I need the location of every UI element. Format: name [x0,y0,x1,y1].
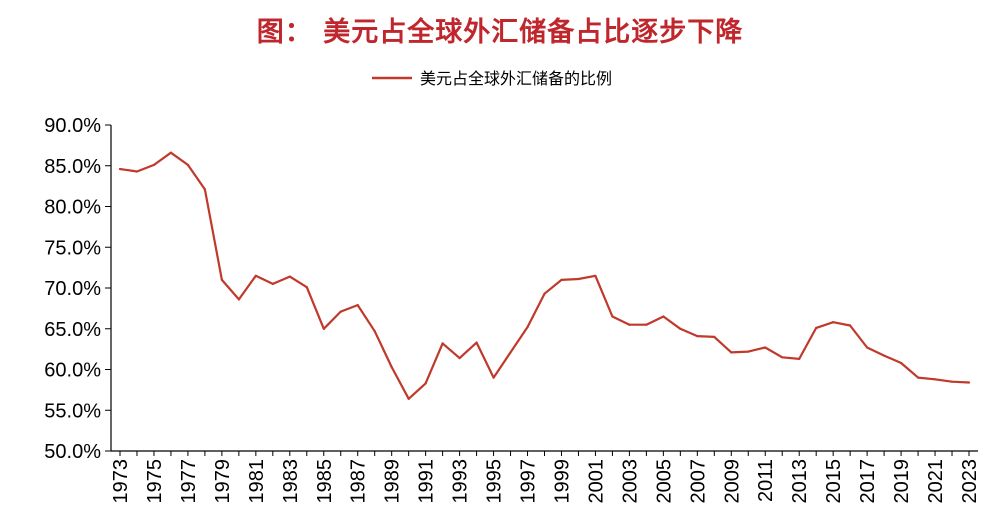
x-tick-label: 2007 [687,459,709,504]
data-point [696,335,699,338]
data-point [458,357,461,360]
data-point [390,366,393,369]
x-tick-label: 1981 [246,459,268,504]
data-point [933,378,937,381]
x-tick-label: 1997 [518,459,540,504]
x-tick-label: 1989 [382,459,404,504]
data-point [271,282,274,285]
data-point [288,275,291,278]
data-point [917,376,920,379]
chart-title: 图： 美元占全球外汇储备占比逐步下降 [256,17,744,48]
x-tick-label: 2011 [755,459,777,502]
data-point [764,346,767,349]
axes [110,125,978,452]
data-point [950,380,954,383]
data-point [135,170,139,173]
x-tick-label: 1993 [450,459,472,504]
x-tick-label: 1979 [212,459,234,504]
y-tick-label: 70.0% [44,278,101,300]
x-tick-label: 2023 [959,459,981,504]
series [118,151,971,400]
x-tick-label: 2021 [925,459,947,504]
y-axis-ticks: 50.0% 55.0% 60.0% 65.0% 70.0% 75.0% 80.0% 85.0%… [44,115,111,463]
data-point [305,286,308,289]
data-point [832,321,835,324]
data-point [254,274,257,277]
data-point [747,350,750,353]
data-point [662,315,665,318]
data-point [543,292,546,295]
legend-label: 美元占全球外汇储备的比例 [420,69,612,88]
y-tick-label: 55.0% [44,400,101,422]
y-tick-label: 85.0% [44,156,101,178]
y-tick-label: 60.0% [44,360,101,382]
x-tick-label: 2001 [585,459,607,504]
data-point [424,382,427,385]
data-point [322,327,325,330]
data-point [186,163,189,166]
data-point [118,167,122,171]
x-tick-label: 2017 [857,459,879,504]
y-tick-label: 50.0% [44,441,101,463]
data-point [781,356,784,359]
data-point [560,278,563,281]
y-tick-label: 75.0% [44,237,101,259]
y-tick-label: 65.0% [44,319,101,341]
y-tick-label: 90.0% [44,115,101,137]
data-point [220,278,223,281]
x-tick-label: 1973 [110,459,132,504]
data-point [356,304,359,307]
data-point [730,351,733,354]
y-tick-label: 80.0% [44,197,101,219]
x-tick-label: 1987 [348,459,370,504]
x-tick-label: 2009 [721,459,743,504]
data-point [900,361,903,365]
x-tick-label: 2003 [619,459,641,504]
x-tick-label: 2005 [653,459,675,504]
data-point [611,315,614,318]
data-point [679,327,682,330]
data-point [407,397,410,400]
data-point [628,323,631,326]
data-point [849,324,852,327]
data-point [815,326,818,329]
data-point [526,326,529,329]
x-tick-label: 2013 [789,459,811,504]
data-point [152,163,156,166]
x-tick-label: 2019 [891,459,913,504]
x-tick-label: 2015 [823,459,845,504]
x-tick-label: 1995 [484,459,506,504]
data-point [237,298,240,301]
data-point [577,277,580,281]
x-tick-label: 1975 [144,459,166,504]
x-tick-label: 1991 [416,459,438,504]
data-point [866,346,869,349]
x-tick-label: 1977 [178,459,200,504]
data-point [339,310,342,313]
x-axis-ticks: 1973 1975 1977 1979 1981 1983 1985 1987 1989 1991… [110,451,981,504]
x-tick-label: 1985 [314,459,336,504]
data-point [441,342,444,345]
data-point [594,274,597,277]
data-point [713,335,716,338]
x-tick-label: 1999 [551,459,573,504]
data-point [492,376,495,379]
data-point [798,357,801,360]
data-point [967,381,971,384]
data-point [509,351,512,354]
data-point [169,151,172,154]
data-point [883,354,886,357]
data-point [203,188,206,191]
x-tick-label: 1983 [280,459,302,504]
series-line [119,151,970,400]
data-point [645,323,648,326]
legend: 美元占全球外汇储备的比例 [372,69,612,88]
data-point [373,330,376,333]
data-point [475,341,478,344]
